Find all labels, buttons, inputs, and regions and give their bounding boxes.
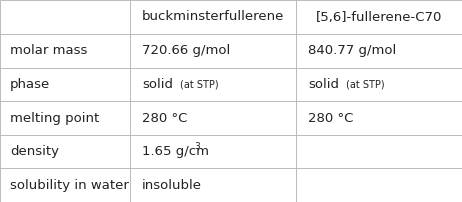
Text: 840.77 g/mol: 840.77 g/mol xyxy=(308,44,396,57)
Text: melting point: melting point xyxy=(10,112,99,124)
Bar xyxy=(130,68,296,101)
Bar xyxy=(0,135,130,168)
Bar xyxy=(296,34,462,68)
Text: 280 °C: 280 °C xyxy=(308,112,353,124)
Bar xyxy=(296,68,462,101)
Text: molar mass: molar mass xyxy=(10,44,87,57)
Text: (at STP): (at STP) xyxy=(346,79,385,89)
Bar xyxy=(130,101,296,135)
Text: 280 °C: 280 °C xyxy=(142,112,188,124)
Text: solubility in water: solubility in water xyxy=(10,179,129,192)
Text: phase: phase xyxy=(10,78,50,91)
Text: insoluble: insoluble xyxy=(142,179,202,192)
Bar xyxy=(0,68,130,101)
Text: (at STP): (at STP) xyxy=(180,79,219,89)
Bar xyxy=(0,168,130,202)
Text: buckminsterfullerene: buckminsterfullerene xyxy=(142,11,284,23)
Bar xyxy=(0,34,130,68)
Bar xyxy=(296,101,462,135)
Bar xyxy=(0,0,130,34)
Bar xyxy=(296,135,462,168)
Text: [5,6]-fullerene-C70: [5,6]-fullerene-C70 xyxy=(316,11,442,23)
Bar xyxy=(130,168,296,202)
Text: solid: solid xyxy=(142,78,173,91)
Bar xyxy=(130,0,296,34)
Bar xyxy=(296,168,462,202)
Bar xyxy=(130,135,296,168)
Text: density: density xyxy=(10,145,59,158)
Text: solid: solid xyxy=(308,78,339,91)
Text: 720.66 g/mol: 720.66 g/mol xyxy=(142,44,230,57)
Text: 3: 3 xyxy=(194,142,200,151)
Bar xyxy=(296,0,462,34)
Bar xyxy=(0,101,130,135)
Bar xyxy=(130,34,296,68)
Text: 1.65 g/cm: 1.65 g/cm xyxy=(142,145,209,158)
